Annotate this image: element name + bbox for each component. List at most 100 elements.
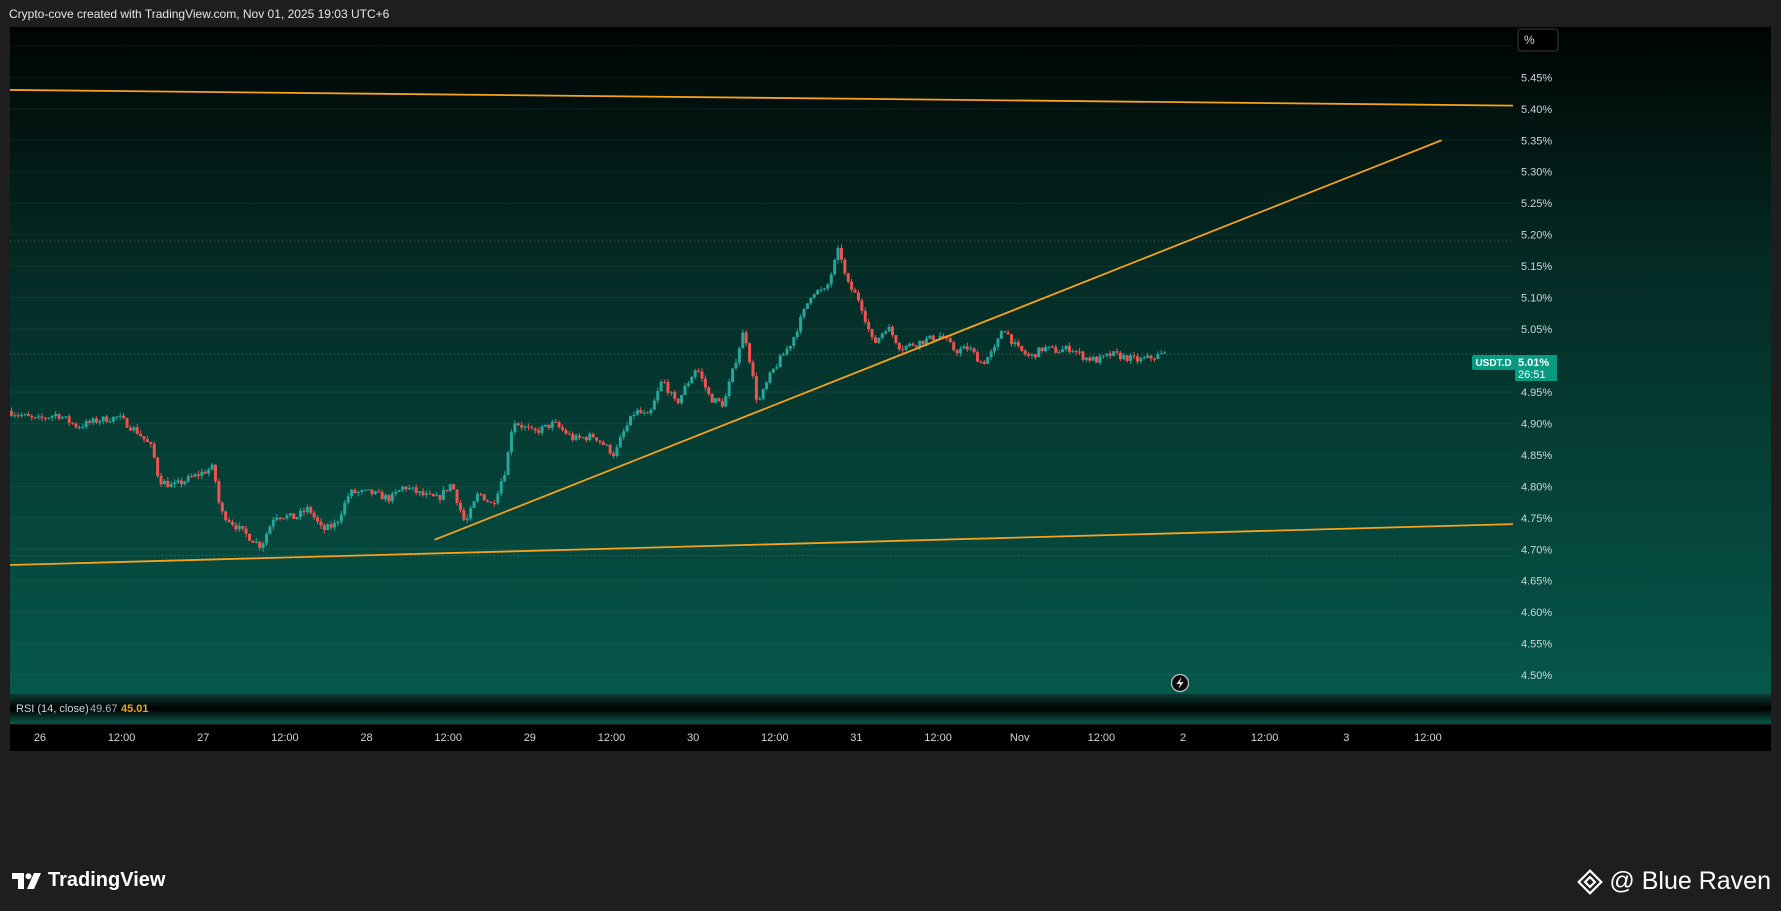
candle-body: [618, 437, 622, 448]
trendline-rising-support[interactable]: [434, 139, 1442, 541]
candle-body: [176, 480, 180, 483]
candle-body: [700, 371, 704, 379]
candle-body: [697, 370, 701, 372]
candle-body: [615, 447, 619, 456]
tradingview-brand: TradingView: [48, 869, 166, 891]
candle-body: [424, 493, 428, 496]
candle-body: [275, 517, 279, 520]
candle-body: [751, 362, 755, 377]
candle-body: [744, 332, 748, 344]
candle-body: [986, 357, 990, 364]
candle-body: [162, 480, 166, 485]
candle-body: [489, 501, 493, 503]
candle-body: [329, 524, 333, 528]
candle-body: [74, 423, 78, 428]
candle-body: [190, 476, 194, 478]
candle-body: [428, 493, 432, 495]
candle-body: [152, 444, 156, 458]
candle-body: [635, 410, 639, 415]
candle-body: [778, 355, 782, 368]
time-axis[interactable]: [10, 724, 1771, 751]
trendline-upper-channel[interactable]: [10, 89, 1513, 107]
y-tick-label: 4.95%: [1521, 387, 1552, 399]
candle-body: [1013, 342, 1017, 344]
candle-body: [741, 332, 745, 349]
candle-body: [1016, 342, 1020, 346]
candle-body: [822, 288, 826, 290]
candle-body: [907, 343, 911, 346]
x-tick-label: 29: [524, 732, 536, 744]
candle-body: [149, 442, 153, 445]
candle-body: [911, 343, 915, 346]
candle-body: [543, 424, 547, 427]
candle-body: [1152, 358, 1156, 360]
candle-body: [248, 533, 252, 541]
candle-body: [1054, 347, 1058, 353]
candle-body: [387, 495, 391, 502]
candle-body: [94, 418, 98, 423]
candle-body: [234, 524, 238, 530]
candle-body: [785, 348, 789, 355]
candle-body: [220, 502, 224, 512]
candle-body: [1081, 351, 1085, 360]
candle-body: [914, 345, 918, 347]
candle-body: [1095, 356, 1099, 363]
price-chart[interactable]: 5.50%5.45%5.40%5.35%5.30%5.25%5.20%5.15%…: [10, 27, 1771, 851]
chart-frame[interactable]: 5.50%5.45%5.40%5.35%5.30%5.25%5.20%5.15%…: [10, 27, 1771, 851]
candle-body: [258, 541, 262, 548]
candle-body: [333, 522, 337, 528]
candle-body: [846, 273, 850, 282]
candle-body: [414, 487, 418, 493]
scale-mode-button[interactable]: %: [1517, 28, 1559, 52]
candle-body: [1033, 354, 1037, 358]
trendlines[interactable]: [10, 89, 1513, 566]
candle-body: [989, 351, 993, 358]
candle-body: [1129, 355, 1133, 361]
candle-body: [581, 437, 585, 439]
candle-body: [1088, 357, 1092, 361]
candle-body: [84, 421, 88, 427]
candle-body: [792, 337, 796, 346]
x-tick-label: 12:00: [1414, 732, 1442, 744]
candle-body: [1067, 345, 1071, 352]
candle-body: [469, 508, 473, 519]
candle-body: [60, 417, 64, 419]
y-axis[interactable]: 5.50%5.45%5.40%5.35%5.30%5.25%5.20%5.15%…: [1521, 41, 1552, 682]
candle-body: [224, 511, 228, 521]
candle-body: [261, 543, 265, 548]
candle-body: [418, 491, 422, 493]
candle-body: [931, 335, 935, 341]
x-tick-label: 27: [197, 732, 209, 744]
candle-body: [856, 292, 860, 301]
rsi-value-2: 45.01: [121, 703, 149, 715]
candle-body: [1003, 331, 1007, 333]
symbol-label: USDT.D: [1475, 358, 1511, 369]
candle-body: [207, 469, 211, 474]
rsi-pane[interactable]: [10, 694, 1771, 724]
lightning-button[interactable]: [1170, 673, 1190, 693]
tradingview-logo[interactable]: TradingView: [12, 869, 165, 892]
tradingview-logo-icon: [12, 872, 41, 889]
candle-body: [472, 501, 476, 509]
candle-body: [390, 493, 394, 502]
candle-body: [278, 517, 282, 519]
candle-body: [918, 340, 922, 347]
candle-body: [938, 335, 942, 340]
candle-body: [132, 427, 136, 431]
candle-body: [537, 430, 541, 433]
candle-body: [441, 489, 445, 500]
trendline-lower-channel[interactable]: [10, 523, 1513, 566]
candle-body: [98, 421, 102, 423]
candle-body: [230, 521, 234, 525]
time-axis-labels: 26 12:00 27 12:00 28 12:00 29 12:00 30 12:00 31 12:…: [34, 732, 1442, 744]
candle-body: [533, 428, 537, 431]
reference-lines: [10, 240, 1513, 557]
candle-body: [867, 322, 871, 329]
candle-body: [574, 435, 578, 440]
candle-body: [377, 491, 381, 493]
candle-body: [639, 410, 643, 414]
candle-body: [877, 337, 881, 343]
candle-body: [703, 378, 707, 388]
candle-body: [166, 480, 170, 488]
candle-body: [288, 513, 292, 516]
